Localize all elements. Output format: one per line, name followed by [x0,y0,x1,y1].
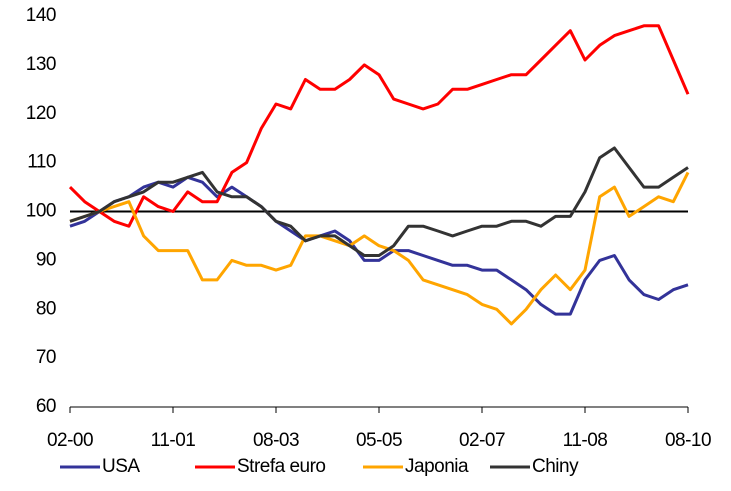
x-tick-label: 05-05 [356,430,402,451]
series-line [68,24,690,228]
y-tick-label: 110 [27,152,56,173]
x-tick-label: 02-07 [459,430,505,451]
series-line [69,175,689,316]
y-tick-label: 100 [26,201,56,222]
series-line [69,146,689,257]
y-tick-label: 70 [36,347,56,368]
x-tick-label: 11-08 [563,430,608,451]
y-tick-label: 80 [36,298,56,319]
y-tick-label: 60 [36,396,56,417]
y-tick-label: 90 [36,249,56,270]
series-line [69,171,690,326]
legend-label: Japonia [405,456,469,477]
legend-label: Chiny [532,456,579,477]
y-tick-label: 140 [26,5,56,26]
x-tick-label: 02-00 [47,430,93,451]
y-tick-label: 130 [26,54,56,75]
x-tick-label: 08-03 [253,430,299,451]
legend-label: USA [102,456,140,477]
x-tick-label: 08-10 [665,430,711,451]
y-tick-label: 120 [26,103,56,124]
legend-label: Strefa euro [237,456,326,477]
x-tick-label: 11-01 [151,430,196,451]
